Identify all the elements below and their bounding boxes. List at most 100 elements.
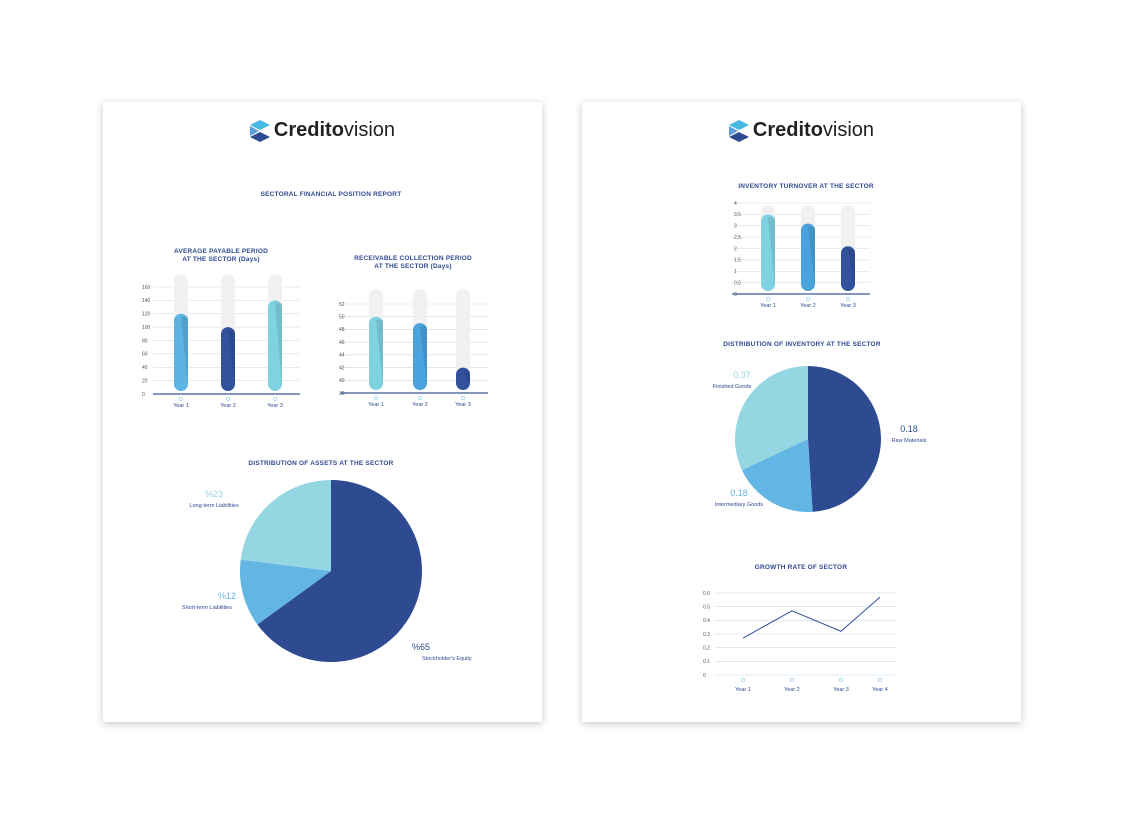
x-tick-marker bbox=[741, 678, 745, 682]
bar-shade bbox=[181, 316, 188, 386]
y-tick-label: 3,5 bbox=[734, 212, 741, 218]
x-tick-label: Year 3 bbox=[840, 303, 856, 309]
y-tick-label: 140 bbox=[142, 298, 151, 304]
y-tick-label: 160 bbox=[142, 285, 151, 291]
chart-title: DISTRIBUTION OF ASSETS AT THE SECTOR bbox=[248, 460, 393, 467]
bar bbox=[841, 246, 855, 291]
y-tick-label: 20 bbox=[142, 378, 148, 384]
pie-slice bbox=[741, 439, 813, 512]
bar bbox=[221, 327, 235, 391]
y-tick-label: 0.2 bbox=[703, 645, 710, 651]
slice-value: %65 bbox=[412, 642, 430, 652]
y-tick-label: 0 bbox=[142, 392, 145, 398]
slice-label: Stockholder's Equity bbox=[422, 656, 472, 662]
chart-title: RECEIVABLE COLLECTION PERIOD bbox=[354, 255, 472, 262]
x-tick-label: Year 1 bbox=[735, 687, 751, 693]
x-tick-label: Year 3 bbox=[455, 402, 471, 408]
bar bbox=[413, 323, 427, 390]
pie-slice bbox=[240, 480, 331, 571]
creditovision-logo-icon bbox=[249, 119, 270, 142]
pie-slice bbox=[808, 366, 882, 512]
slice-label: Short-term Liabilities bbox=[182, 605, 232, 611]
bar-shade bbox=[848, 249, 855, 286]
x-tick-marker bbox=[418, 396, 422, 400]
chart-title: AT THE SECTOR (Days) bbox=[374, 263, 451, 270]
x-tick-marker bbox=[790, 678, 794, 682]
bar bbox=[801, 223, 815, 291]
bar bbox=[174, 313, 188, 391]
brand-logo: Creditovision bbox=[582, 119, 1021, 142]
x-tick-marker bbox=[846, 297, 850, 301]
x-tick-marker bbox=[839, 678, 843, 682]
x-tick-marker bbox=[878, 678, 882, 682]
y-tick-label: 0.3 bbox=[703, 632, 710, 638]
slice-value: %23 bbox=[205, 489, 223, 499]
y-tick-label: 52 bbox=[339, 302, 345, 308]
bar-shade bbox=[420, 326, 427, 385]
slice-label: Intermediary Goods bbox=[715, 502, 764, 508]
x-tick-marker bbox=[806, 297, 810, 301]
brand-logo: Creditovision bbox=[103, 119, 542, 142]
y-tick-label: 46 bbox=[339, 340, 345, 346]
brand-name-light: vision bbox=[343, 119, 396, 141]
y-tick-label: 1 bbox=[734, 269, 737, 275]
slice-label: Raw Materials bbox=[892, 438, 927, 444]
y-tick-label: 60 bbox=[142, 352, 148, 358]
inventory-pie-chart: DISTRIBUTION OF INVENTORY AT THE SECTOR 0… bbox=[713, 341, 927, 512]
x-tick-marker bbox=[179, 397, 183, 401]
x-tick-label: Year 1 bbox=[760, 303, 776, 309]
chart-title: INVENTORY TURNOVER AT THE SECTOR bbox=[738, 183, 874, 190]
assets-pie-chart: DISTRIBUTION OF ASSETS AT THE SECTOR %65 S… bbox=[182, 460, 472, 663]
pie-slice bbox=[239, 559, 331, 625]
pie-slice bbox=[735, 366, 808, 471]
creditovision-logo-icon bbox=[728, 119, 749, 142]
x-tick-label: Year 1 bbox=[368, 402, 384, 408]
growth-line-chart: GROWTH RATE OF SECTOR 0 0.1 0.2 0.3 0.4 0.5 0.6… bbox=[703, 564, 897, 693]
slice-value: 0.18 bbox=[730, 488, 748, 498]
y-tick-label: 0.1 bbox=[703, 659, 710, 665]
x-tick-label: Year 4 bbox=[872, 687, 888, 693]
series-line bbox=[742, 596, 881, 639]
bar-shade bbox=[463, 370, 470, 385]
bar-shade bbox=[808, 226, 815, 286]
y-tick-label: 0 bbox=[703, 673, 706, 679]
bar bbox=[268, 300, 282, 391]
slice-value: 0.18 bbox=[900, 424, 918, 434]
x-tick-label: Year 2 bbox=[784, 687, 800, 693]
y-tick-label: 40 bbox=[142, 365, 148, 371]
y-tick-label: 3 bbox=[734, 224, 737, 230]
chart-title: GROWTH RATE OF SECTOR bbox=[755, 564, 848, 571]
bar-shade bbox=[768, 217, 775, 286]
y-tick-label: 0.5 bbox=[703, 604, 710, 610]
y-tick-label: 38 bbox=[339, 391, 345, 397]
x-tick-marker bbox=[226, 397, 230, 401]
y-tick-label: 48 bbox=[339, 327, 345, 333]
report-title: SECTORAL FINANCIAL POSITION REPORT bbox=[261, 191, 402, 198]
x-tick-marker bbox=[273, 397, 277, 401]
brand-name-bold: Credito bbox=[752, 119, 823, 141]
y-tick-label: 42 bbox=[339, 365, 345, 371]
y-tick-label: 80 bbox=[142, 338, 148, 344]
y-tick-label: 0 bbox=[734, 292, 737, 298]
x-tick-label: Year 2 bbox=[412, 402, 428, 408]
chart-title: AVERAGE PAYABLE PERIOD bbox=[174, 248, 268, 255]
x-tick-label: Year 3 bbox=[833, 687, 849, 693]
y-tick-label: 2 bbox=[734, 246, 737, 252]
slice-label: Finished Goods bbox=[713, 384, 752, 390]
pie-slice bbox=[257, 480, 423, 663]
y-tick-label: 50 bbox=[339, 315, 345, 321]
y-tick-label: 2,5 bbox=[734, 235, 741, 241]
inventory-turnover-chart: INVENTORY TURNOVER AT THE SECTOR 0 0,5 1 1,5… bbox=[732, 183, 874, 309]
brand-name-bold: Credito bbox=[273, 119, 344, 141]
slice-value: %12 bbox=[218, 591, 236, 601]
bar bbox=[456, 367, 470, 390]
y-tick-label: 4 bbox=[734, 201, 737, 207]
y-tick-label: 0.6 bbox=[703, 591, 710, 597]
chart-title: AT THE SECTOR (Days) bbox=[182, 256, 259, 263]
bar-shade bbox=[275, 303, 282, 386]
bar bbox=[369, 316, 383, 390]
y-tick-label: 0,5 bbox=[734, 280, 741, 286]
x-tick-marker bbox=[766, 297, 770, 301]
